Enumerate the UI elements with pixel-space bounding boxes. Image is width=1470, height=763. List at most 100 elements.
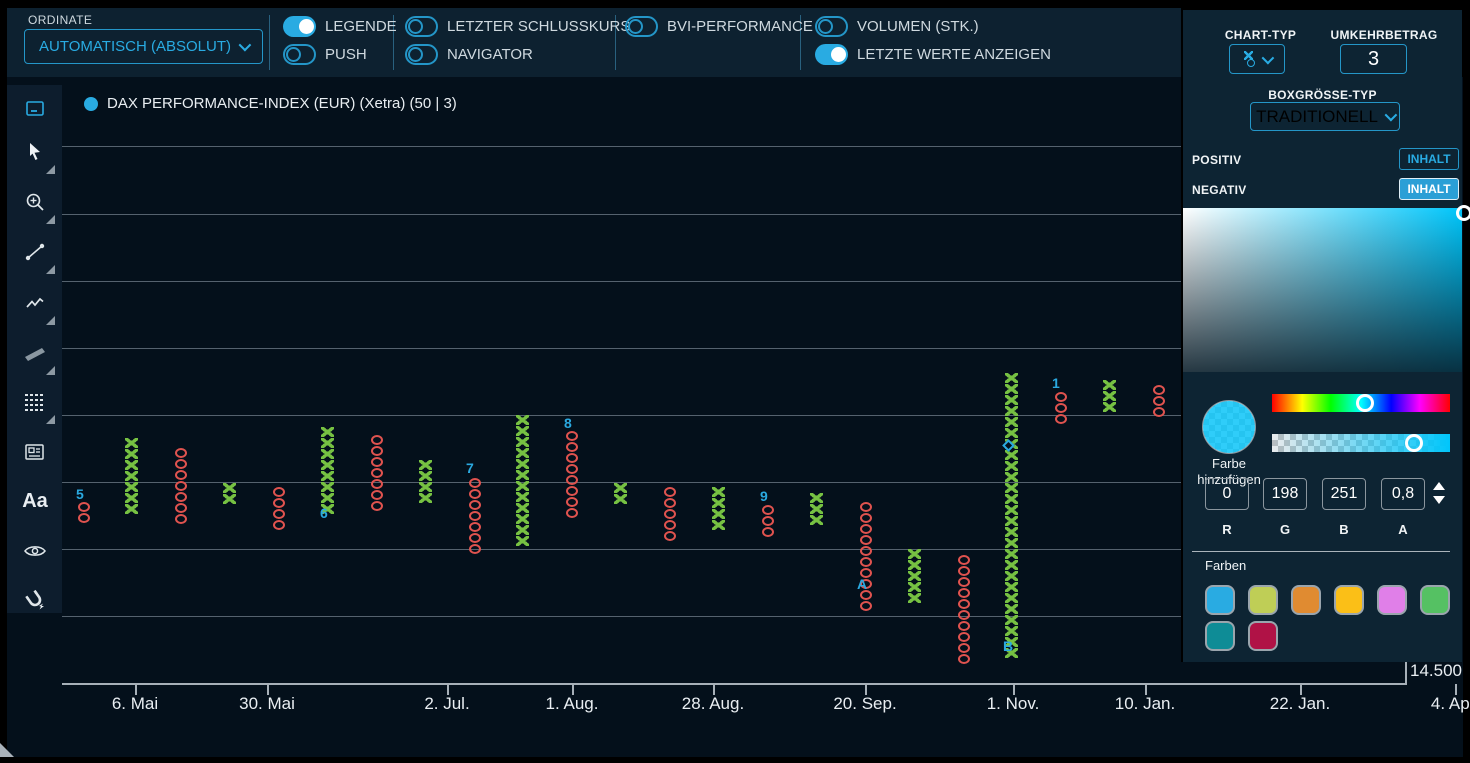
chart-legend[interactable]: DAX PERFORMANCE-INDEX (EUR) (Xetra) (50 … [84, 95, 457, 112]
color-swatch[interactable] [1377, 585, 1407, 615]
color-swatch[interactable] [1248, 621, 1278, 651]
negativ-inhalt-button[interactable]: INHALT [1399, 178, 1459, 200]
stepper-up-icon[interactable] [1433, 482, 1445, 490]
color-swatch[interactable] [1205, 621, 1235, 651]
zoom-tool-icon[interactable] [15, 182, 55, 224]
toggle-label: BVI-PERFORMANCE [667, 17, 813, 35]
toggle-label: VOLUMEN (STK.) [857, 17, 979, 35]
color-swatch[interactable] [1334, 585, 1364, 615]
pf-o-box [566, 475, 578, 485]
pf-column-o [370, 435, 383, 511]
pf-o-box [1153, 385, 1165, 395]
toggle-letzte-werte-anzeigen[interactable] [815, 43, 848, 65]
pf-x-box [125, 504, 138, 514]
trendline-tool-icon[interactable] [15, 232, 55, 274]
pf-x-box [419, 493, 432, 503]
legend-dot-icon [84, 96, 98, 111]
pf-x-box [321, 449, 334, 459]
cursor-tool-icon[interactable] [15, 132, 55, 174]
pf-column-o [663, 487, 676, 541]
pf-column-o [565, 431, 578, 518]
chart-typ-dropdown[interactable] [1229, 44, 1285, 74]
toggle-volumen-stk-[interactable] [815, 15, 848, 37]
pf-o-box [469, 544, 481, 554]
umkehrbetrag-input[interactable]: 3 [1340, 44, 1407, 74]
pf-column-x [614, 483, 627, 504]
pf-o-box [371, 501, 383, 511]
color-preview-swatch[interactable] [1202, 400, 1256, 454]
month-marker: 1 [1052, 375, 1060, 391]
pf-x-box [1103, 380, 1116, 390]
pf-x-box [908, 571, 921, 581]
toggle-row: LEGENDE [283, 15, 397, 37]
toggle-row: PUSH [283, 43, 367, 65]
magnet-snap-icon[interactable] [15, 580, 55, 620]
stepper-down-icon[interactable] [1433, 496, 1445, 504]
hue-slider-handle[interactable] [1356, 394, 1374, 412]
blue-value-input[interactable]: 251 [1322, 478, 1366, 510]
ordinate-dropdown-value: AUTOMATISCH (ABSOLUT) [39, 38, 231, 55]
y-axis-line [1405, 640, 1407, 685]
color-swatch[interactable] [1291, 585, 1321, 615]
color-saturation-field[interactable] [1183, 208, 1462, 372]
pf-x-box [125, 493, 138, 503]
toggle-push[interactable] [283, 43, 316, 65]
ordinate-dropdown[interactable]: AUTOMATISCH (ABSOLUT) [24, 29, 263, 64]
rectangle-tool-icon[interactable] [15, 333, 55, 375]
pf-x-box [908, 549, 921, 559]
alpha-stepper[interactable] [1433, 482, 1445, 504]
pf-x-box [516, 459, 529, 469]
pnf-settings-panel: CHART-TYP UMKEHRBETRAG 3 BOXGRÖSSE-TYP T… [1181, 10, 1470, 662]
news-icon[interactable] [15, 432, 55, 472]
pf-o-box [958, 555, 970, 565]
pf-x-box [614, 494, 627, 504]
y-axis-price-label: 14.500 [1410, 661, 1462, 680]
pf-column-x [908, 549, 921, 603]
text-tool-icon[interactable]: Aa [22, 489, 48, 512]
pf-x-box [419, 471, 432, 481]
pf-x-box [1005, 626, 1018, 636]
pf-x-box [810, 504, 823, 514]
green-value-input[interactable]: 198 [1263, 478, 1307, 510]
alpha-slider-handle[interactable] [1405, 434, 1423, 452]
color-swatch[interactable] [1248, 585, 1278, 615]
toggle-bvi-performance[interactable] [625, 15, 658, 37]
polyline-tool-icon[interactable] [15, 283, 55, 325]
pf-o-box [566, 453, 578, 463]
pf-o-box [175, 470, 187, 480]
boxgroesse-typ-dropdown[interactable]: TRADITIONELL [1250, 102, 1400, 131]
alpha-slider[interactable] [1272, 434, 1450, 452]
toggle-navigator[interactable] [405, 43, 438, 65]
xo-chart-type-icon [1243, 51, 1255, 67]
toggle-letzter-schlusskurs[interactable] [405, 15, 438, 37]
positiv-inhalt-button[interactable]: INHALT [1399, 148, 1459, 170]
pf-x-box [516, 514, 529, 524]
pf-x-box [1005, 417, 1018, 427]
pf-o-box [566, 431, 578, 441]
pf-x-box [516, 415, 529, 425]
pf-o-box [1055, 414, 1067, 424]
toggle-knob [408, 18, 423, 34]
color-swatch[interactable] [1420, 585, 1450, 615]
visibility-eye-icon[interactable] [15, 531, 55, 571]
toggle-legende[interactable] [283, 15, 316, 37]
pf-x-box [908, 582, 921, 592]
red-value-input[interactable]: 0 [1205, 478, 1249, 510]
saturation-handle[interactable] [1456, 205, 1470, 221]
pf-x-box [1005, 494, 1018, 504]
x-axis-tick-label: 20. Sep. [833, 694, 897, 713]
x-axis-tick [267, 684, 269, 695]
pf-o-box [958, 588, 970, 598]
pf-x-box [1005, 538, 1018, 548]
chart-typ-label: CHART-TYP [1224, 28, 1297, 42]
collapse-panel-icon[interactable] [15, 89, 55, 129]
month-marker: 8 [564, 415, 572, 431]
alpha-value-input[interactable]: 0,8 [1381, 478, 1425, 510]
pf-column-o [1152, 385, 1165, 417]
pf-o-box [664, 498, 676, 508]
color-swatch[interactable] [1205, 585, 1235, 615]
resize-corner-handle[interactable] [0, 743, 14, 757]
toggle-row: BVI-PERFORMANCE [625, 15, 813, 37]
pf-column-x [516, 415, 529, 546]
levels-tool-icon[interactable] [15, 382, 55, 424]
